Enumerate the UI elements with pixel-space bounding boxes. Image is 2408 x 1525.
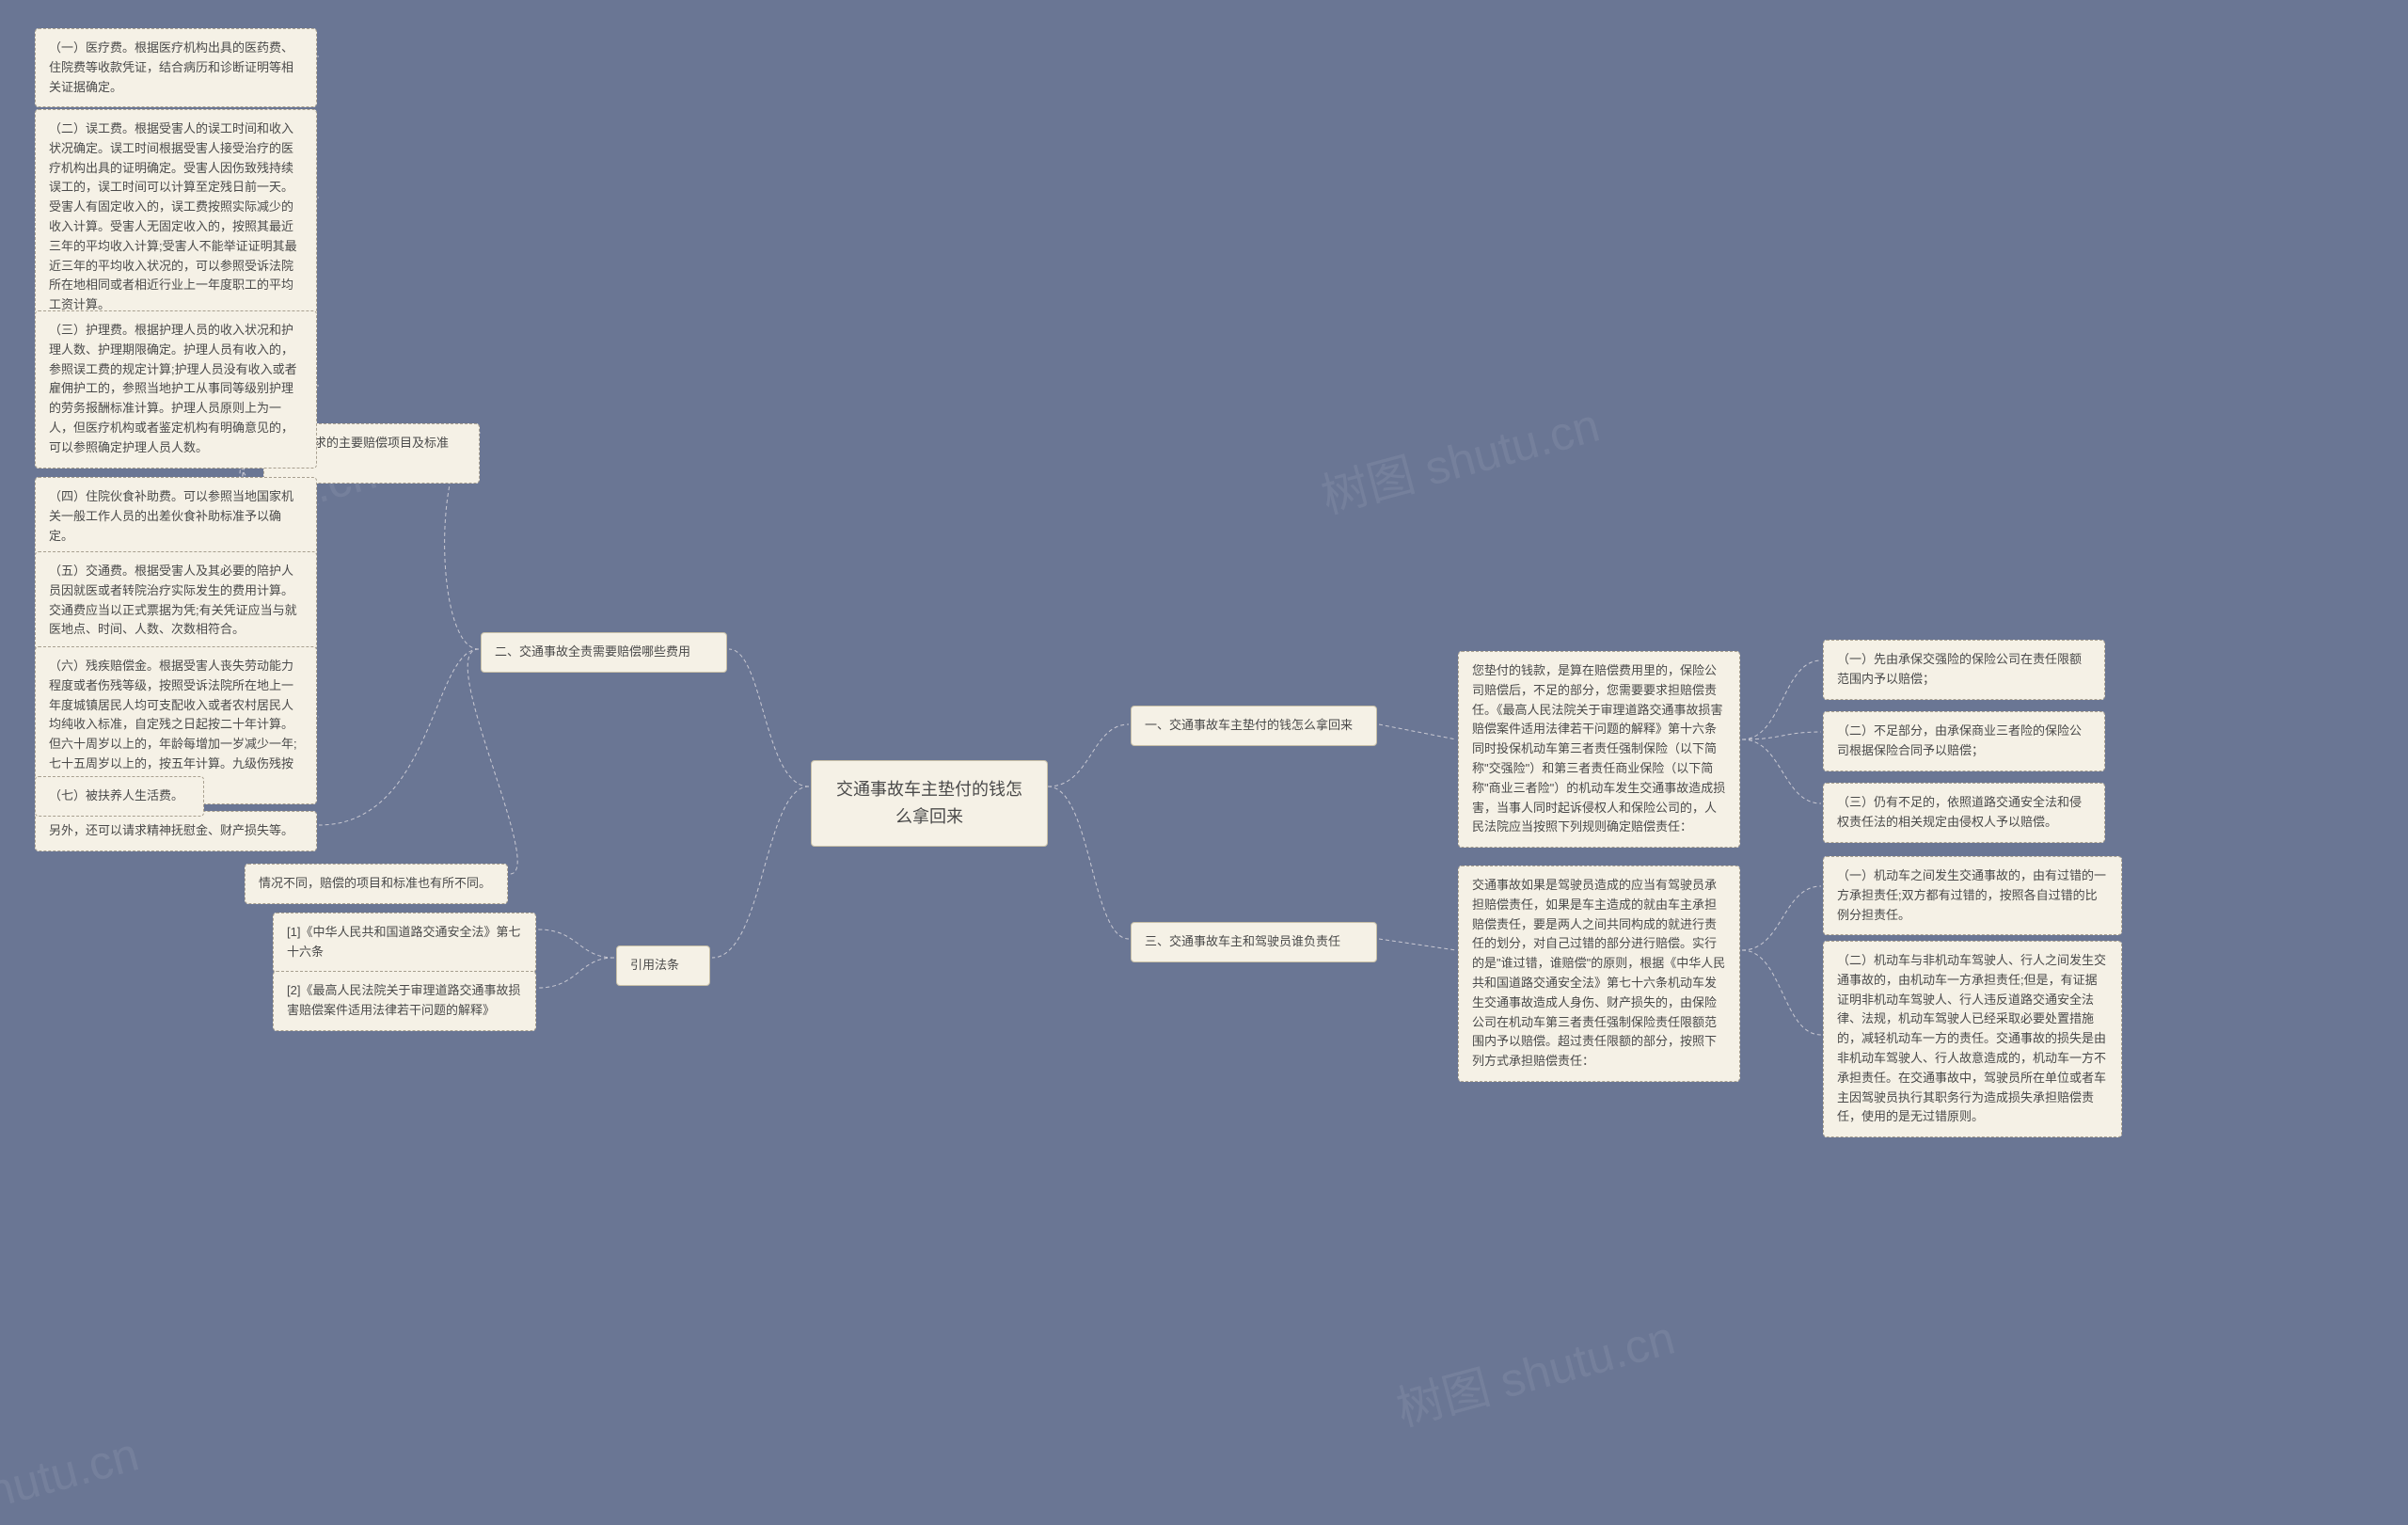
- connector-path: [538, 929, 614, 958]
- branch-right-0-detail: 您垫付的钱款，是算在赔偿费用里的，保险公司赔偿后，不足的部分，您需要要求担赔偿责…: [1458, 651, 1740, 848]
- connector-path: [1048, 786, 1129, 939]
- branch-left-0-leaf-2: （三）护理费。根据护理人员的收入状况和护理人数、护理期限确定。护理人员有收入的，…: [35, 310, 317, 469]
- branch-right-0-leaf-2: （三）仍有不足的，依照道路交通安全法和侵权责任法的相关规定由侵权人予以赔偿。: [1823, 783, 2105, 843]
- branch-left-0: 二、交通事故全责需要赔偿哪些费用: [481, 632, 727, 673]
- connector-path: [1742, 739, 1821, 803]
- branch-left-0-leaf-3: （四）住院伙食补助费。可以参照当地国家机关一般工作人员的出差伙食补助标准予以确定…: [35, 477, 317, 556]
- connector-path: [467, 649, 517, 874]
- branch-right-0: 一、交通事故车主垫付的钱怎么拿回来: [1131, 706, 1377, 746]
- branch-left-0-leaf-0: （一）医疗费。根据医疗机构出具的医药费、住院费等收款凭证，结合病历和诊断证明等相…: [35, 28, 317, 107]
- branch-right-1: 三、交通事故车主和驾驶员谁负责任: [1131, 922, 1377, 962]
- branch-left-0-leaf-4: （五）交通费。根据受害人及其必要的陪护人员因就医或者转院治疗实际发生的费用计算。…: [35, 551, 317, 650]
- branch-right-1-detail: 交通事故如果是驾驶员造成的应当有驾驶员承担赔偿责任，如果是车主造成的就由车主承担…: [1458, 866, 1740, 1082]
- watermark: shutu.cn: [0, 1427, 144, 1525]
- branch-left-1-leaf-1: [2]《最高人民法院关于审理道路交通事故损害赔偿案件适用法律若干问题的解释》: [273, 971, 536, 1031]
- branch-right-0-leaf-0: （一）先由承保交强险的保险公司在责任限额范围内予以赔偿；: [1823, 640, 2105, 700]
- watermark: 树图 shutu.cn: [1313, 388, 1606, 527]
- connector-path: [1742, 732, 1821, 739]
- connector-path: [1048, 724, 1129, 786]
- center-node: 交通事故车主垫付的钱怎么拿回来: [811, 760, 1048, 847]
- branch-left-0-extra-1: 情况不同，赔偿的项目和标准也有所不同。: [245, 864, 508, 904]
- center-title: 交通事故车主垫付的钱怎么拿回来: [836, 780, 1022, 826]
- branch-left-0-leaf-6: （七）被扶养人生活费。: [35, 776, 204, 817]
- branch-left-0-extra-0: 另外，还可以请求精神抚慰金、财产损失等。: [35, 811, 317, 851]
- connector-path: [1742, 886, 1821, 950]
- branch-left-0-leaf-1: （二）误工费。根据受害人的误工时间和收入状况确定。误工时间根据受害人接受治疗的医…: [35, 109, 317, 326]
- connector-path: [1742, 660, 1821, 739]
- connector-path: [538, 958, 614, 988]
- branch-right-1-leaf-0: （一）机动车之间发生交通事故的，由有过错的一方承担责任;双方都有过错的，按照各自…: [1823, 856, 2122, 935]
- branch-left-1-leaf-0: [1]《中华人民共和国道路交通安全法》第七十六条: [273, 913, 536, 973]
- branch-right-1-leaf-1: （二）机动车与非机动车驾驶人、行人之间发生交通事故的，由机动车一方承担责任;但是…: [1823, 941, 2122, 1137]
- branch-right-0-leaf-1: （二）不足部分，由承保商业三者险的保险公司根据保险合同予以赔偿；: [1823, 711, 2105, 771]
- connector-path: [729, 649, 809, 786]
- connector-path: [712, 786, 809, 958]
- connector-path: [319, 649, 479, 825]
- connector-path: [1742, 950, 1821, 1035]
- connector-path: [1379, 939, 1456, 950]
- connector-path: [1379, 724, 1456, 739]
- branch-left-1: 引用法条: [616, 945, 710, 986]
- watermark: 树图 shutu.cn: [1388, 1300, 1681, 1439]
